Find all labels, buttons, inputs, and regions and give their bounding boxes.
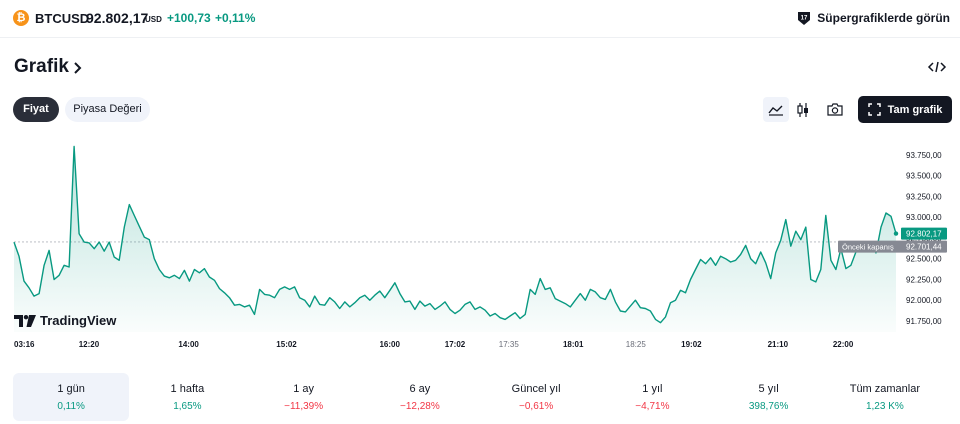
period-change: 1,65% <box>173 401 202 412</box>
y-axis-tick: 92.500,00 <box>906 255 942 264</box>
period-change: −0,61% <box>519 401 554 412</box>
snapshot-button[interactable] <box>822 97 848 122</box>
price-line <box>13 145 897 324</box>
y-axis-tick: 92.000,00 <box>906 296 942 305</box>
supercharts-link-label: Süpergrafiklerde görün <box>817 11 950 25</box>
chart-title-link[interactable]: Grafik <box>14 56 83 78</box>
x-axis-tick: 16:00 <box>379 340 400 349</box>
y-axis-tick: 93.500,00 <box>906 172 942 181</box>
bitcoin-icon: ₿ <box>13 10 29 26</box>
x-axis-tick: 19:02 <box>681 340 702 349</box>
svg-text:17: 17 <box>801 16 808 22</box>
price-area-fill <box>14 146 896 332</box>
period-change: 398,76% <box>748 401 789 412</box>
period-label: 6 ay <box>409 383 431 395</box>
candlestick-button[interactable] <box>790 97 816 122</box>
x-axis-tick: 15:02 <box>276 340 297 349</box>
period-label: Güncel yıl <box>511 383 561 395</box>
fullscreen-icon <box>867 103 881 116</box>
period-change: −12,28% <box>399 401 440 412</box>
tradingview-logo-icon <box>14 314 36 327</box>
x-axis-tick: 12:20 <box>79 340 100 349</box>
period-change: −11,39% <box>284 401 324 412</box>
period-label: 1 ay <box>293 383 315 395</box>
period-button[interactable]: 1 gün 0,11% <box>13 373 130 421</box>
tab-market-cap[interactable]: Piyasa Değeri <box>65 97 150 122</box>
x-axis-tick: 18:25 <box>626 340 647 349</box>
candlestick-icon <box>797 102 808 117</box>
period-label: 5 yıl <box>758 383 779 395</box>
price-change: +100,73 <box>167 11 211 25</box>
x-axis-tick: 22:00 <box>833 340 854 349</box>
ticker-bar: ₿ BTCUSD 92.802,17 USD +100,73 +0,11% 17… <box>0 0 960 38</box>
x-axis-tick: 14:00 <box>178 340 199 349</box>
embed-code-icon[interactable] <box>927 59 947 75</box>
period-button[interactable]: 1 yıl −4,71% <box>594 373 710 421</box>
y-axis-tick: 93.750,00 <box>906 151 942 160</box>
x-axis-tick: 17:35 <box>499 340 520 349</box>
period-button[interactable]: 1 hafta 1,65% <box>129 373 245 421</box>
y-axis-tick: 93.250,00 <box>906 192 942 201</box>
previous-close-tag <box>838 240 947 253</box>
full-chart-label: Tam grafik <box>887 103 943 116</box>
last-price-tag-text: 92.802,17 <box>906 230 942 239</box>
last-price-dot <box>893 231 899 236</box>
period-button[interactable]: Güncel yıl −0,61% <box>478 373 594 421</box>
y-axis-tick: 93.000,00 <box>906 213 942 222</box>
period-label: 1 yıl <box>642 383 663 395</box>
chevron-right-icon <box>74 62 82 74</box>
period-change: 1,23 K% <box>865 401 904 412</box>
period-button[interactable]: Tüm zamanlar 1,23 K% <box>827 373 943 421</box>
x-axis-tick: 17:02 <box>445 340 466 349</box>
previous-close-tag-label: Önceki kapanış <box>842 243 894 252</box>
tab-price[interactable]: Fiyat <box>13 97 59 122</box>
tradingview-logo[interactable]: TradingView <box>14 313 116 328</box>
price-change-percent: +0,11% <box>215 11 256 25</box>
period-change: −4,71% <box>635 401 670 412</box>
last-price: 92.802,17 <box>86 10 149 26</box>
period-button[interactable]: 5 yıl 398,76% <box>711 373 827 421</box>
period-button[interactable]: 6 ay −12,28% <box>362 373 478 421</box>
y-axis-tick: 91.750,00 <box>906 317 942 326</box>
last-price-tag <box>901 227 947 240</box>
period-label: Tüm zamanlar <box>849 383 921 395</box>
tradingview-badge-icon: 17 <box>798 12 811 25</box>
x-axis-tick: 21:10 <box>768 340 789 349</box>
camera-icon <box>827 103 843 116</box>
period-button[interactable]: 1 ay −11,39% <box>246 373 362 421</box>
area-chart-button[interactable] <box>763 97 789 122</box>
period-label: 1 hafta <box>170 383 205 395</box>
area-chart-icon <box>768 105 783 116</box>
full-chart-button[interactable]: Tam grafik <box>858 96 952 123</box>
x-axis-tick: 18:01 <box>563 340 584 349</box>
period-label: 1 gün <box>57 383 85 395</box>
x-axis-tick: 03:16 <box>14 340 35 349</box>
page-title: Grafik <box>14 56 69 77</box>
symbol-name[interactable]: BTCUSD <box>35 11 90 26</box>
y-axis-tick: 92.250,00 <box>906 275 942 284</box>
currency-label: USD <box>145 15 162 24</box>
period-selector: 1 gün 0,11% 1 hafta 1,65% 1 ay −11,39% 6 ay −12… <box>13 373 943 421</box>
period-change: 0,11% <box>57 401 85 412</box>
price-chart[interactable]: 93.750,00 93.500,00 93.250,00 93.000,00 92.7… <box>0 130 960 358</box>
previous-close-tag-value: 92.701,44 <box>906 243 942 252</box>
tradingview-logo-text: TradingView <box>40 313 117 328</box>
supercharts-link[interactable]: 17 Süpergrafiklerde görün <box>796 9 950 27</box>
